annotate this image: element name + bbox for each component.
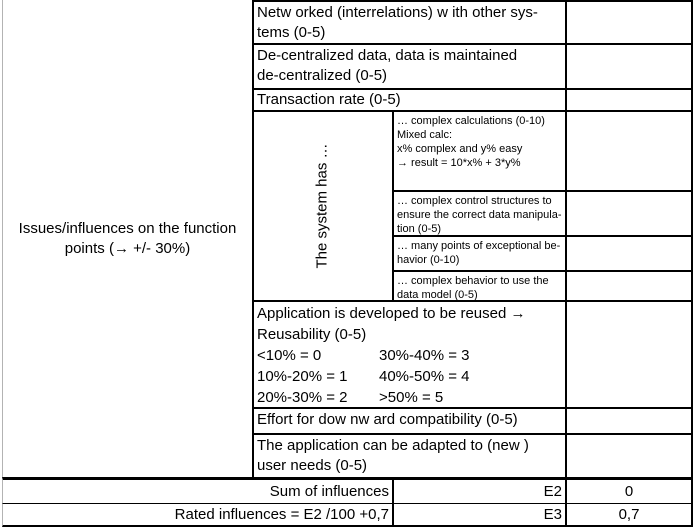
rated-value-cell[interactable]: 0,7 [565,503,693,527]
rated-code-cell: E3 [392,503,565,527]
transaction-rate-row-label: Transaction rate (0-5) [252,88,565,110]
reusability-scale-2-1: >50% = 5 [379,389,444,406]
reusability-line2: Reusability (0-5) [257,326,367,343]
reusability-scale-0-0: <10% = 0 [257,347,322,364]
data-model-behavior-label: … complex behavior to use the data model… [392,270,565,300]
rated-influences-label: Rated influences = E2 /100 +0,7 [2,503,392,527]
decentralized-value-cell[interactable] [565,43,693,88]
sum-code-cell: E2 [392,477,565,503]
adaptability-value-cell[interactable] [565,433,693,477]
reusability-scale-0-1: 30%-40% = 3 [379,347,470,364]
system-has-rotated-header: The system has … [252,110,392,300]
complex-calculations-value-cell[interactable] [565,110,693,190]
complex-calculations-label: … complex calculations (0-10) Mixed calc… [392,110,565,190]
downward-compat-row-label: Effort for dow nw ard compatibility (0-5… [252,407,565,433]
reusability-scale-row2: 10%-20% = 1 40%-50% = 4 [257,366,562,387]
system-has-rotated-label: The system has … [313,143,331,269]
reusability-value-cell[interactable] [565,300,693,407]
reusability-scale-1-1: 40%-50% = 4 [379,368,470,385]
networked-row-label: Netw orked (interrelations) w ith other … [252,0,565,43]
data-model-behavior-value-cell[interactable] [565,270,693,300]
reusability-scale-2-0: 20%-30% = 2 [257,389,348,406]
downward-compat-value-cell[interactable] [565,407,693,433]
issues-influences-header: Issues/influences on the function points… [2,0,252,477]
sum-value-cell[interactable]: 0 [565,477,693,503]
sum-of-influences-label: Sum of influences [2,477,392,503]
reusability-line1: Application is developed to be reused → [257,305,526,322]
reusability-scale-row3: 20%-30% = 2 >50% = 5 [257,387,562,407]
control-structures-label: … complex control structures to ensure t… [392,190,565,235]
reusability-scale-1-0: 10%-20% = 1 [257,368,348,385]
decentralized-row-label: De-centralized data, data is maintained … [252,43,565,88]
transaction-rate-value-cell[interactable] [565,88,693,110]
exceptional-behavior-value-cell[interactable] [565,235,693,270]
reusability-row-label: Application is developed to be reused → … [252,300,565,407]
adaptability-row-label: The application can be adapted to (new )… [252,433,565,477]
control-structures-value-cell[interactable] [565,190,693,235]
networked-value-cell[interactable] [565,0,693,43]
exceptional-behavior-label: … many points of exceptional be- havior … [392,235,565,270]
reusability-scale-row1: <10% = 0 30%-40% = 3 [257,345,562,366]
